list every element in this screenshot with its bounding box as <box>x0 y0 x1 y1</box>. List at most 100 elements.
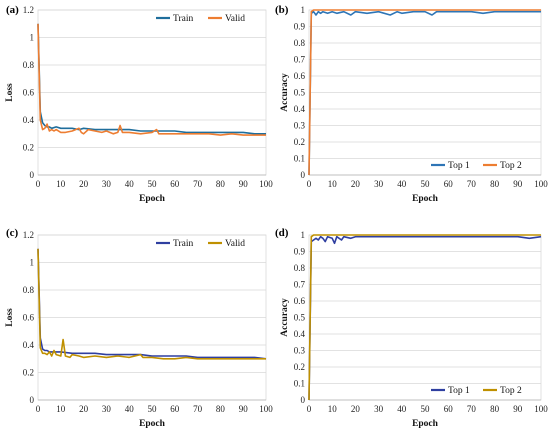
accuracy-chart-d: 00.10.20.30.40.50.60.70.80.910 10 20 30 40 50… <box>280 230 548 429</box>
x-tick-label: 50 <box>421 179 431 189</box>
y-tick-label: 0.9 <box>294 22 306 32</box>
series-line-2 <box>37 23 266 136</box>
y-tick-label: 1 <box>30 33 35 43</box>
x-tick-label: 50 <box>421 404 431 414</box>
y-tick-label: 0.2 <box>23 143 34 153</box>
x-tick-label: 100 <box>534 404 548 414</box>
loss-chart-a: 0 0.2 0.4 0.6 0.8 1 1.2 0 10 20 30 40 50 60 70 80 90 100 E… <box>5 5 273 204</box>
panel-label-b: (b) <box>275 4 289 16</box>
y-tick-label: 0.4 <box>294 104 306 114</box>
y-tick-label: 0 <box>30 395 35 405</box>
y-tick-label: 0.3 <box>294 121 306 131</box>
y-tick-label: 0.1 <box>294 379 305 389</box>
y-axis-title: Loss <box>5 308 15 327</box>
y-tick-label: 0.8 <box>23 60 35 70</box>
series-line-1 <box>37 248 267 360</box>
loss-chart-c: 0 0.2 0.4 0.6 0.8 1 1.2 0 10 20 30 40 50 60 70 80 90 100 E… <box>5 230 273 429</box>
y-tick-label: 1.2 <box>23 5 34 15</box>
x-tick-label: 30 <box>374 404 384 414</box>
y-tick-label: 0.4 <box>294 329 306 339</box>
legend-label: Valid <box>225 239 245 249</box>
x-tick-label: 70 <box>193 179 203 189</box>
x-axis-title: Epoch <box>412 419 439 429</box>
y-axis-title: Accuracy <box>280 73 290 112</box>
y-tick-label: 0.6 <box>23 88 35 98</box>
legend-label: Top 1 <box>448 161 470 171</box>
x-axis-title: Epoch <box>139 419 166 429</box>
x-tick-label: 10 <box>56 179 66 189</box>
x-tick-label: 20 <box>351 179 361 189</box>
chart-panel-b: (b) 0 0.1 0.2 0.3 0.4 0.5 0.6 0.7 0.8 0.9 1 0 10 20 30… <box>275 0 550 221</box>
y-tick-label: 0.5 <box>294 88 306 98</box>
y-tick-label: 0.2 <box>23 368 34 378</box>
panel-label-d: (d) <box>275 227 289 239</box>
legend-label: Top 2 <box>500 161 522 171</box>
y-axis-title: Accuracy <box>280 298 290 337</box>
legend-label: Train <box>173 14 193 24</box>
x-tick-label: 10 <box>328 179 338 189</box>
x-tick-label: 0 <box>307 404 312 414</box>
x-tick-label: 30 <box>374 179 384 189</box>
y-tick-label: 0.6 <box>294 296 306 306</box>
y-tick-label: 0.8 <box>294 263 306 273</box>
y-tick-label: 0.7 <box>294 280 306 290</box>
x-tick-label: 10 <box>328 404 338 414</box>
x-tick-label: 90 <box>513 404 523 414</box>
panel-label-a: (a) <box>6 4 19 16</box>
x-tick-label: 60 <box>170 404 180 414</box>
x-tick-label: 100 <box>259 404 273 414</box>
x-tick-label: 70 <box>467 404 477 414</box>
y-tick-label: 0.1 <box>294 154 305 164</box>
x-tick-label: 20 <box>79 179 89 189</box>
panel-label-c: (c) <box>6 227 19 239</box>
y-tick-label: 0.9 <box>294 247 306 257</box>
legend-label: Top 2 <box>500 386 522 396</box>
x-tick-label: 30 <box>102 179 112 189</box>
legend-label: Top 1 <box>448 386 470 396</box>
legend-label: Valid <box>225 14 245 24</box>
y-tick-label: 0.6 <box>23 313 35 323</box>
x-axis-title: Epoch <box>139 194 166 204</box>
x-tick-label: 80 <box>216 404 226 414</box>
x-tick-label: 100 <box>534 179 548 189</box>
x-tick-label: 40 <box>397 404 407 414</box>
x-tick-label: 0 <box>36 179 41 189</box>
y-tick-label: 0 <box>301 395 306 405</box>
y-tick-label: 1.2 <box>23 230 34 240</box>
y-tick-label: 0.4 <box>23 340 35 350</box>
y-tick-label: 0.2 <box>294 137 305 147</box>
series-line-1 <box>37 23 266 135</box>
y-tick-label: 0.8 <box>294 38 306 48</box>
x-tick-label: 70 <box>467 179 477 189</box>
x-tick-label: 90 <box>239 179 249 189</box>
chart-panel-d: (d) 0 0.1 0.2 0.3 0.4 0.5 0.6 0.7 0.8 0.9 1 0 10 20 30… <box>275 221 550 442</box>
y-tick-label: 0.5 <box>294 313 306 323</box>
y-tick-label: 0.2 <box>294 362 305 372</box>
x-tick-label: 20 <box>351 404 361 414</box>
y-tick-label: 0.3 <box>294 346 306 356</box>
y-tick-label: 0.7 <box>294 55 306 65</box>
x-tick-label: 90 <box>513 179 523 189</box>
series-line-1 <box>308 235 542 401</box>
x-tick-label: 50 <box>148 404 158 414</box>
x-tick-label: 40 <box>125 179 135 189</box>
x-tick-label: 100 <box>259 179 273 189</box>
x-tick-label: 80 <box>490 179 500 189</box>
x-tick-label: 0 <box>36 404 41 414</box>
x-tick-label: 70 <box>193 404 203 414</box>
x-tick-label: 0 <box>307 179 312 189</box>
y-tick-label: 0.8 <box>23 285 35 295</box>
x-tick-label: 90 <box>239 404 249 414</box>
y-axis-title: Loss <box>5 83 15 102</box>
x-axis-title: Epoch <box>412 194 439 204</box>
series-line-2 <box>308 234 541 401</box>
y-tick-label: 0.6 <box>294 71 306 81</box>
chart-panel-a: (a) 0 0.2 0.4 0.6 0.8 1 1.2 0 10 20 30 40 50 60 70 80 90… <box>0 0 275 221</box>
y-tick-label: 1 <box>301 230 306 240</box>
x-tick-label: 10 <box>56 404 66 414</box>
x-tick-label: 20 <box>79 404 89 414</box>
y-tick-label: 1 <box>301 5 306 15</box>
x-tick-label: 40 <box>397 179 407 189</box>
x-tick-label: 40 <box>125 404 135 414</box>
x-tick-label: 50 <box>148 179 158 189</box>
